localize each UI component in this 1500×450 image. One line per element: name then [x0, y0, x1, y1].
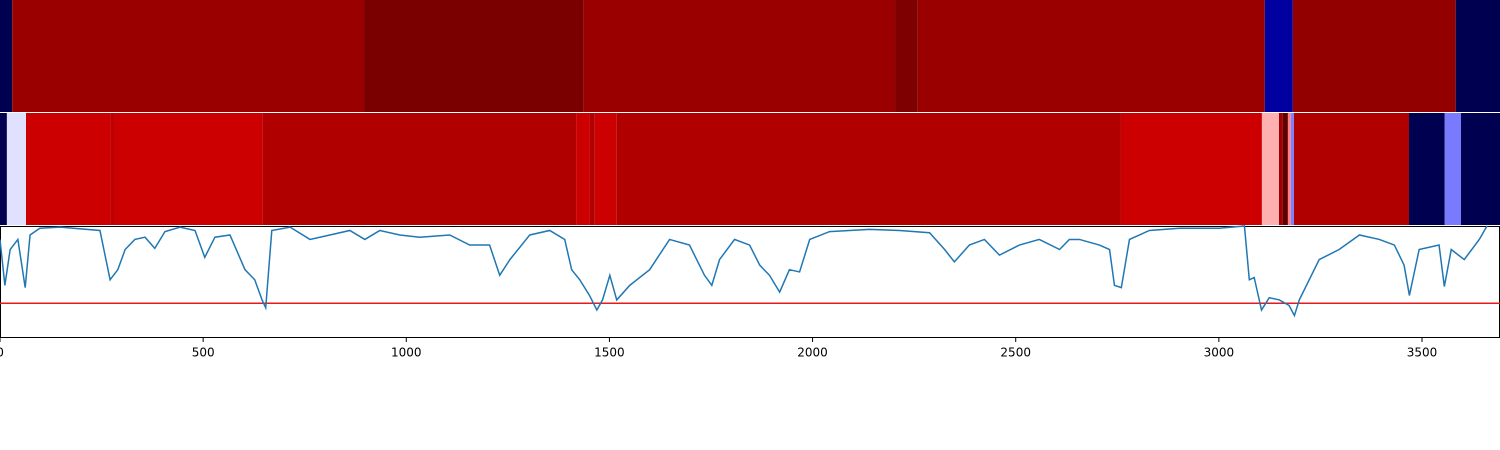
- strip-segment: [1455, 0, 1500, 112]
- data-line: [0, 225, 1488, 318]
- strip-segment: [110, 113, 115, 225]
- x-tick-label: 1500: [594, 346, 625, 360]
- strip-segment: [0, 113, 7, 225]
- strip-segment: [262, 113, 577, 225]
- strip-segment: [594, 113, 617, 225]
- x-tick-label: 3500: [1407, 346, 1438, 360]
- strip-segment: [1282, 113, 1288, 225]
- strip-segment: [1287, 113, 1291, 225]
- x-tick-label: 3000: [1204, 346, 1235, 360]
- strip-segment: [1444, 113, 1461, 225]
- strip-segment: [114, 113, 263, 225]
- strip-segment: [0, 0, 13, 112]
- x-tick-label: 2500: [1000, 346, 1031, 360]
- strip-segment: [895, 0, 918, 112]
- x-tick-label: 0: [0, 346, 4, 360]
- strip-segment: [589, 113, 595, 225]
- plot-frame: [0, 226, 1500, 338]
- strip-segment: [26, 113, 111, 225]
- strip-segment: [616, 113, 1121, 225]
- strip-segment: [1460, 113, 1500, 225]
- strip-segment: [1264, 0, 1293, 112]
- strip-segment: [576, 113, 590, 225]
- strip-segment: [917, 0, 1265, 112]
- strip-segment: [1292, 0, 1456, 112]
- strip-segment: [6, 113, 27, 225]
- strip-segment: [1294, 113, 1409, 225]
- x-tick-label: 500: [192, 346, 215, 360]
- strip-segment: [1290, 113, 1295, 225]
- strip-segment: [364, 0, 584, 112]
- strip-segment: [1278, 113, 1283, 225]
- strip-segment: [1261, 113, 1279, 225]
- strip-segment: [12, 0, 365, 112]
- strip-segment: [583, 0, 896, 112]
- x-tick-label: 2000: [797, 346, 828, 360]
- x-tick-label: 1000: [391, 346, 422, 360]
- strip-segment: [1120, 113, 1262, 225]
- strip-segment: [1408, 113, 1445, 225]
